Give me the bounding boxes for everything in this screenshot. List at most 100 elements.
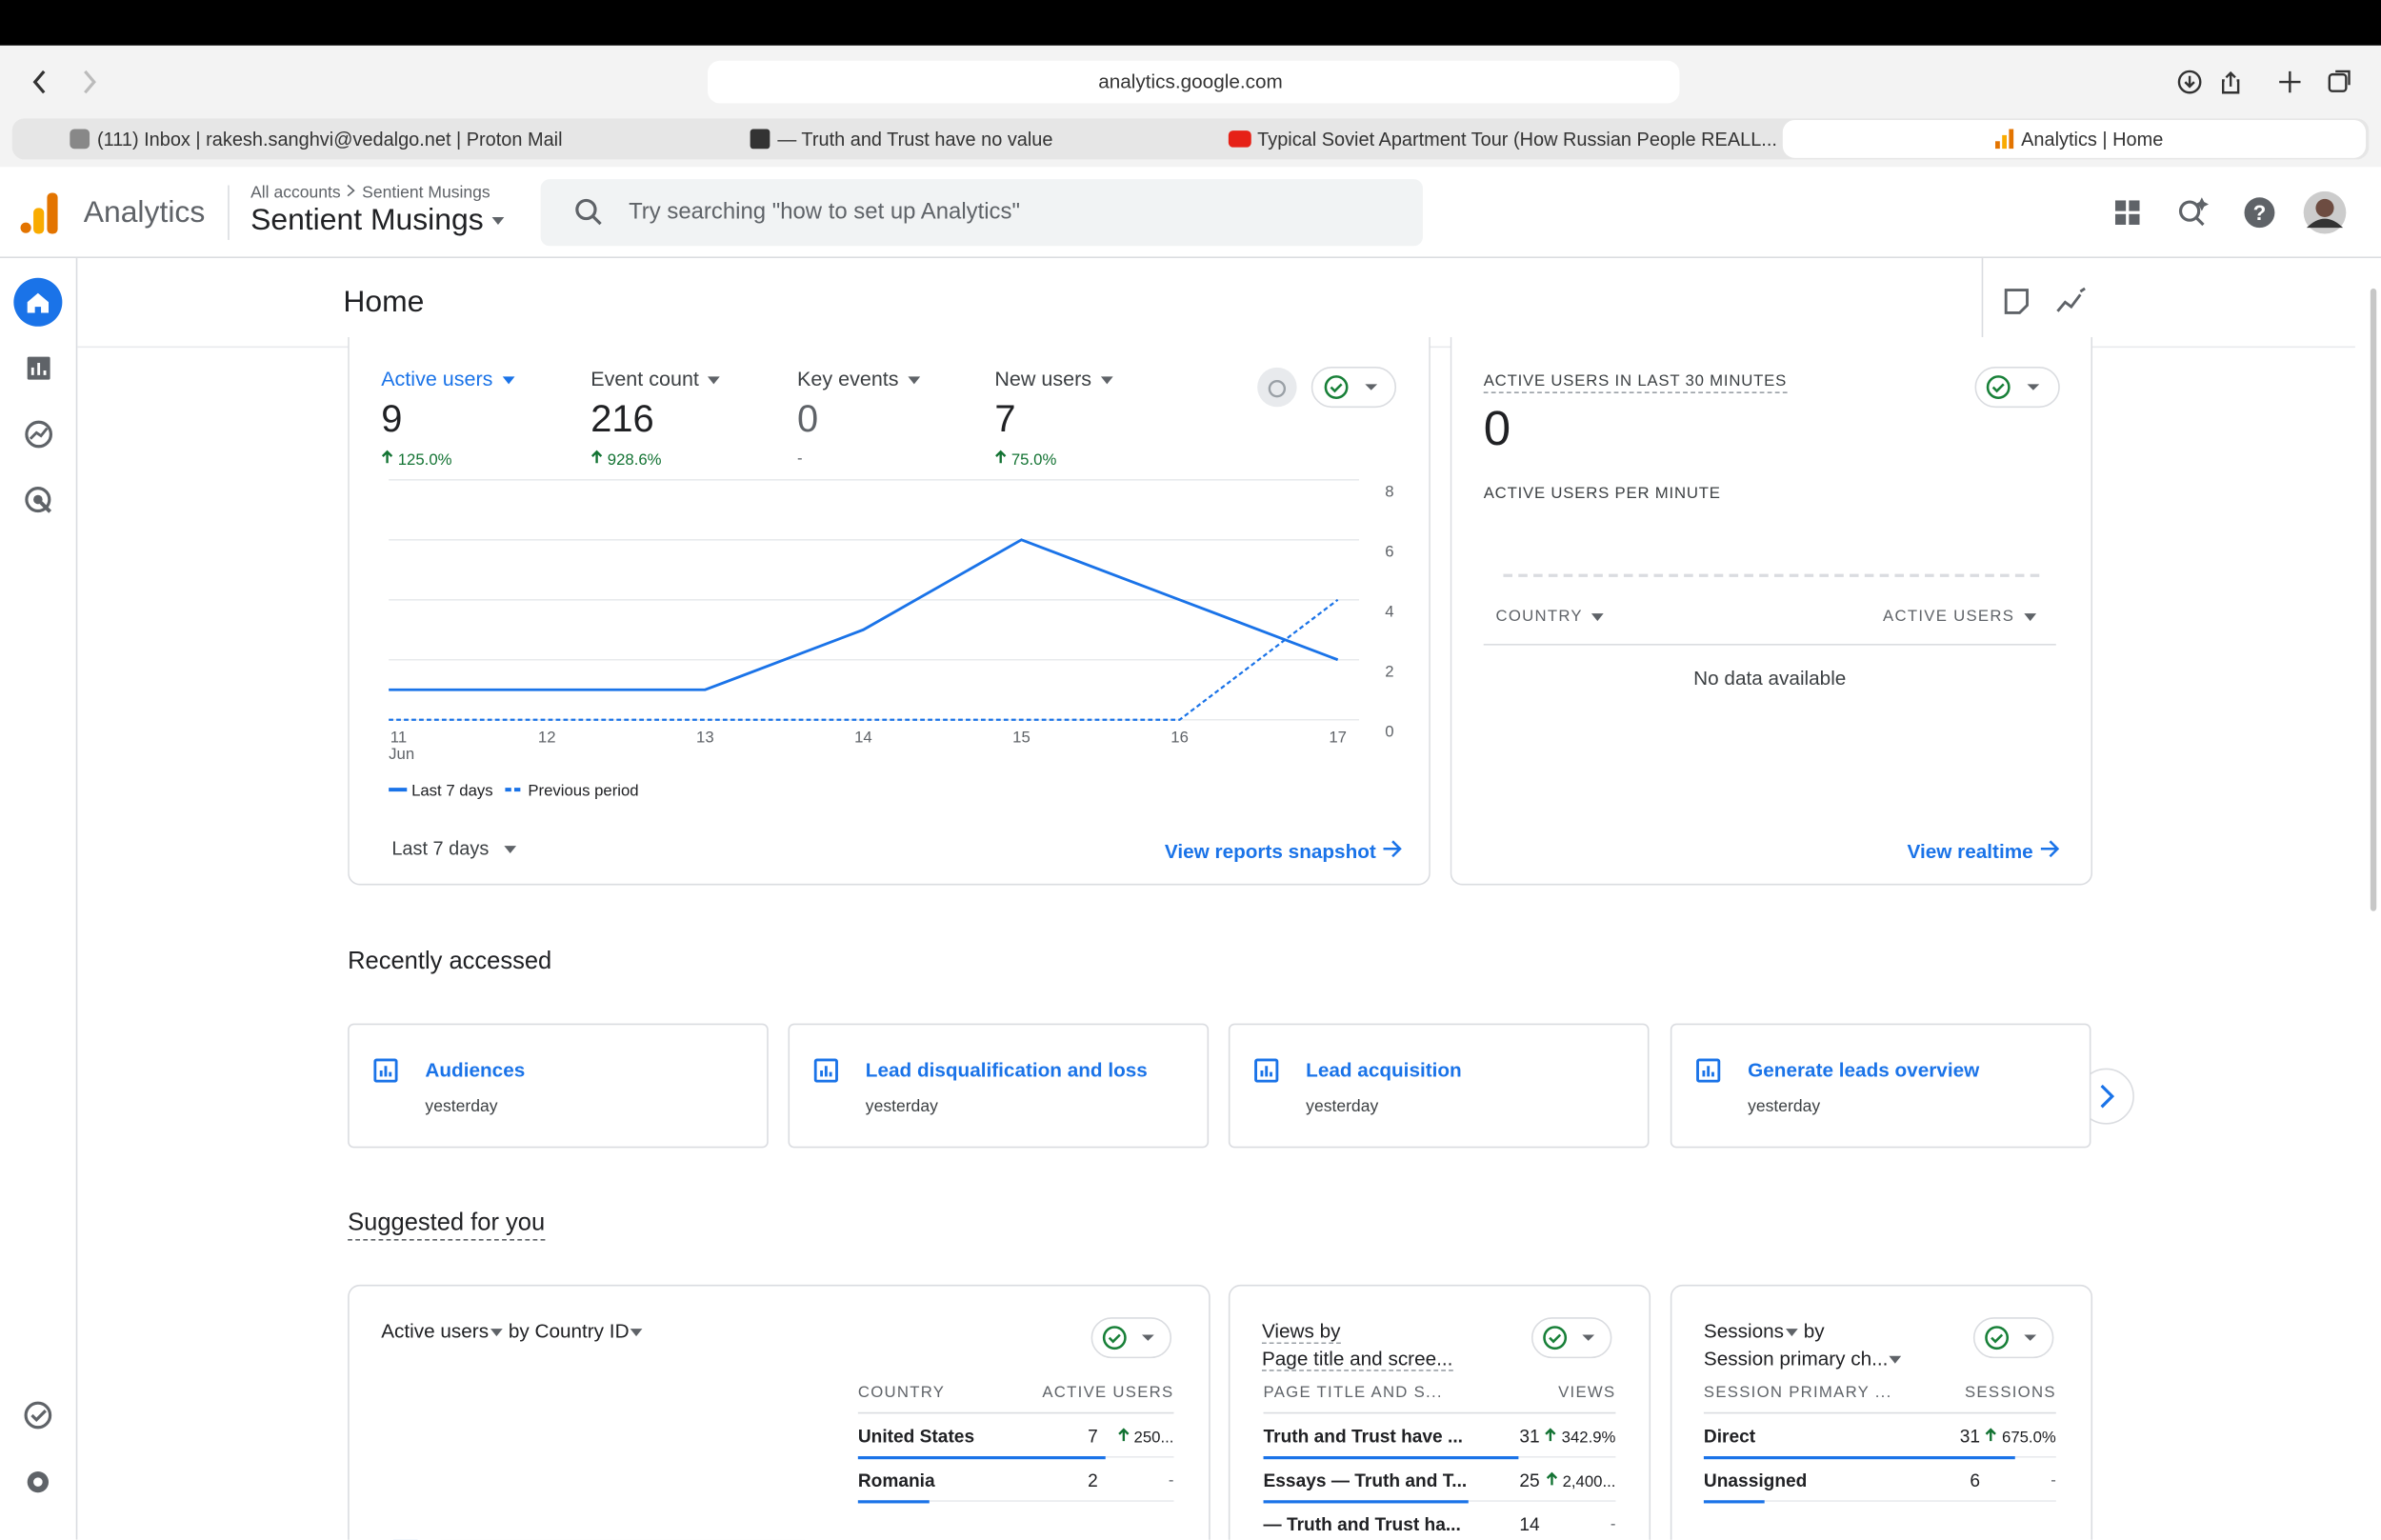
recent-card[interactable] (788, 1023, 1210, 1149)
report-glyph (1696, 1058, 1721, 1083)
nav-buttons[interactable] (21, 64, 112, 100)
recent-card[interactable] (1670, 1023, 2091, 1149)
column-header[interactable]: ACTIVE USERS (1883, 607, 2036, 626)
row-change: 250... (1098, 1428, 1173, 1447)
browser-actions[interactable] (2171, 64, 2363, 100)
realtime-link[interactable]: View realtime (1908, 840, 2060, 863)
x-tick-label: 15 (1012, 729, 1030, 747)
x-sublabel: Jun (389, 745, 414, 763)
row-change: 2,400... (1540, 1471, 1615, 1491)
column-header: SESSIONS (1964, 1383, 2056, 1402)
section-title[interactable]: Suggested for you (348, 1210, 546, 1241)
row-value: 25 (1519, 1470, 1540, 1491)
property-picker[interactable]: Sentient Musings (250, 204, 506, 239)
search-icon (575, 198, 602, 226)
scrollbar[interactable] (2370, 288, 2377, 911)
caret (908, 376, 920, 385)
metric-name: New users (994, 367, 1092, 390)
realtime-title[interactable]: ACTIVE USERS IN LAST 30 MINUTES (1483, 372, 1788, 393)
breadcrumb-item[interactable]: All accounts (250, 183, 341, 203)
metric-label[interactable]: Key events (797, 368, 920, 390)
page-actions[interactable] (2001, 286, 2092, 319)
overview-card (348, 336, 1431, 886)
column-title: ACTIVE USERS (1883, 607, 2015, 626)
row-bar-track (857, 1500, 1174, 1502)
row-name: Truth and Trust have ... (1263, 1426, 1463, 1448)
change-text: 675.0% (2002, 1429, 2056, 1448)
card-title: Active users by Country ID (381, 1320, 643, 1342)
metric-value: 216 (590, 397, 654, 441)
recent-card[interactable] (1228, 1023, 1650, 1149)
y-tick-label: 0 (1385, 722, 1393, 740)
up-arrow (590, 450, 603, 464)
address-bar[interactable] (707, 60, 1680, 104)
report-icon (1696, 1058, 1721, 1090)
next-button[interactable] (2077, 1068, 2138, 1129)
row-change: 342.9% (1540, 1428, 1616, 1448)
row-change: - (1098, 1471, 1174, 1490)
metric-label[interactable]: New users (994, 367, 1113, 390)
change-text: 928.6% (607, 450, 662, 470)
filter-chip[interactable] (1970, 1315, 2061, 1361)
card-actions[interactable] (1528, 1315, 1619, 1369)
filter-chip[interactable] (1528, 1315, 1619, 1361)
recent-name[interactable]: Audiences (425, 1058, 526, 1082)
tab-title[interactable]: Analytics | Home (2021, 129, 2164, 150)
breadcrumb-item[interactable]: Sentient Musings (362, 183, 490, 203)
svg-text:?: ? (2253, 201, 2267, 225)
y-tick-label: 2 (1385, 662, 1393, 680)
caret (2023, 612, 2036, 621)
snapshot-link[interactable]: View reports snapshot (1165, 840, 1403, 863)
row-bar-track (1703, 1500, 2056, 1502)
card-actions[interactable] (1088, 1315, 1179, 1369)
row-name: United States (857, 1426, 975, 1448)
date-range: Last 7 days (391, 838, 490, 860)
row-bar (1703, 1456, 2015, 1460)
row-value: 31 (1959, 1426, 1981, 1448)
change-text: - (797, 449, 803, 469)
recent-name[interactable]: Lead acquisition (1306, 1058, 1462, 1082)
column-header[interactable]: COUNTRY (1495, 608, 1605, 626)
tab-title[interactable]: Typical Soviet Apartment Tour (How Russi… (1257, 129, 1777, 150)
metric-name: Event count (590, 367, 699, 390)
x-tick-label: 17 (1329, 729, 1347, 747)
report-glyph (373, 1058, 398, 1083)
metric-change: 928.6% (590, 450, 662, 470)
metric-change: 125.0% (381, 450, 452, 470)
row-change: 675.0% (1980, 1428, 2056, 1448)
row-bar (1703, 1500, 1765, 1504)
column-header: SESSION PRIMARY ... (1703, 1383, 1892, 1402)
row-change: - (1980, 1471, 2056, 1490)
tab-title[interactable]: — Truth and Trust have no value (777, 129, 1053, 150)
x-tick-label: 14 (854, 729, 872, 747)
card-title: Page title and scree... (1261, 1347, 1453, 1371)
column-header: COUNTRY (857, 1383, 946, 1402)
realtime-value: 0 (1483, 400, 1511, 456)
metric-label[interactable]: Active users (381, 368, 514, 390)
date-range-picker[interactable]: Last 7 days (391, 838, 516, 859)
card-actions[interactable] (1970, 1315, 2061, 1369)
recent-name[interactable]: Generate leads overview (1748, 1058, 1980, 1082)
tab-icon (1995, 129, 2014, 150)
logo[interactable] (18, 190, 61, 235)
row-name: — Truth and Trust ha... (1263, 1513, 1461, 1535)
row-name: Essays — Truth and T... (1263, 1470, 1468, 1491)
tab-title[interactable]: (111) Inbox | rakesh.sanghvi@vedalgo.net… (97, 129, 563, 150)
header-actions[interactable]: ? (2111, 190, 2363, 240)
table-rule (857, 1411, 1174, 1414)
metric-label[interactable]: Event count (590, 367, 721, 390)
card-actions[interactable] (1254, 365, 1398, 410)
caret (501, 376, 514, 385)
left-nav[interactable] (12, 276, 67, 1521)
arrow (2040, 840, 2059, 858)
recent-card[interactable] (348, 1023, 769, 1149)
filter-chip[interactable] (1088, 1315, 1179, 1361)
row-name: Unassigned (1703, 1470, 1808, 1491)
divider (228, 185, 230, 240)
recent-name[interactable]: Lead disqualification and loss (865, 1058, 1148, 1082)
active-tab[interactable] (1782, 119, 2367, 158)
breadcrumb[interactable]: All accounts Sentient Musings (250, 184, 490, 202)
change-text: 342.9% (1561, 1429, 1616, 1448)
search-box[interactable] (540, 179, 1423, 247)
card-actions[interactable] (1971, 365, 2063, 410)
